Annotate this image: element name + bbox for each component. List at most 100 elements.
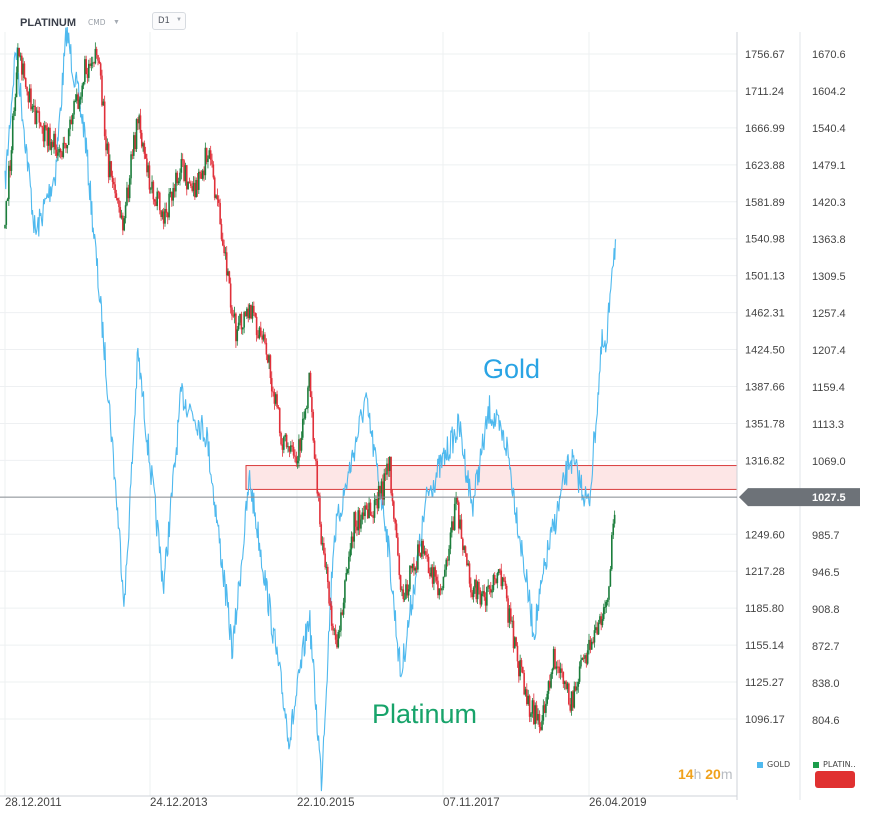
resistance-zone-layer: [245, 465, 738, 490]
platinum-candle: [217, 199, 220, 203]
platinum-candle: [236, 329, 239, 342]
legend-platinum[interactable]: PLATIN..: [813, 760, 856, 769]
platinum-candle: [105, 136, 107, 151]
platinum-candle: [419, 552, 422, 557]
platinum-candle: [573, 686, 576, 708]
platinum-candle: [273, 392, 276, 404]
platinum-candle: [67, 129, 70, 145]
platinum-candle: [237, 322, 240, 330]
platinum-candle: [547, 681, 550, 694]
platinum-candle: [32, 105, 35, 107]
platinum-candle: [321, 543, 324, 545]
platinum-candle: [285, 434, 288, 447]
platinum-candle: [563, 681, 566, 684]
platinum-candle: [265, 342, 268, 355]
countdown-minutes: 20: [705, 766, 721, 782]
platinum-candle: [390, 456, 392, 494]
platinum-candle: [55, 149, 58, 156]
chevron-down-icon[interactable]: ▼: [113, 19, 120, 26]
platinum-candle: [241, 327, 244, 330]
platinum-candle: [91, 62, 94, 64]
platinum-candle: [375, 498, 377, 501]
platinum-candle: [604, 606, 606, 608]
platinum-candle: [270, 378, 273, 392]
platinum-candle: [71, 114, 74, 125]
platinum-candle: [308, 372, 311, 388]
platinum-candle: [97, 55, 99, 61]
platinum-axis-tick-label: 1420.3: [812, 197, 846, 209]
platinum-axis-tick-label: 1113.3: [812, 419, 844, 431]
platinum-candle: [482, 591, 484, 594]
platinum-candle: [569, 704, 572, 711]
platinum-candle: [466, 553, 468, 566]
symbol-name[interactable]: PLATINUM: [20, 17, 77, 29]
platinum-candle: [451, 521, 453, 533]
platinum-candle: [181, 159, 184, 161]
platinum-candle: [283, 436, 285, 450]
platinum-axis-tick-label: 872.7: [812, 641, 840, 653]
platinum-candle: [177, 181, 180, 184]
time-axis-tick-label: 24.12.2013: [150, 797, 208, 809]
platinum-candle: [139, 115, 142, 133]
platinum-candle: [59, 149, 62, 153]
remove-instrument-button[interactable]: [815, 771, 855, 788]
platinum-candle: [316, 461, 319, 494]
platinum-candle: [538, 714, 541, 728]
platinum-candle: [592, 641, 594, 643]
platinum-candle: [581, 657, 584, 661]
platinum-candle: [299, 439, 302, 451]
platinum-axis-tick-label: 1069.0: [812, 456, 846, 468]
platinum-candle: [307, 387, 309, 409]
platinum-candle: [291, 445, 293, 447]
platinum-candle: [524, 689, 527, 695]
platinum-candle: [435, 576, 438, 581]
platinum-candle: [472, 587, 475, 598]
countdown-hours: 14: [678, 766, 694, 782]
platinum-candle: [515, 637, 517, 646]
platinum-candle: [274, 394, 277, 404]
platinum-candle: [418, 544, 420, 553]
platinum-candle: [204, 147, 207, 176]
platinum-candle: [456, 496, 459, 503]
platinum-candle: [93, 62, 95, 64]
platinum-candle: [463, 546, 465, 550]
platinum-candle: [554, 648, 556, 669]
platinum-candle: [120, 215, 123, 218]
platinum-candle: [187, 181, 189, 190]
platinum-candle: [162, 211, 165, 224]
platinum-candle: [80, 96, 82, 100]
platinum-candle: [410, 565, 413, 569]
platinum-candle: [354, 512, 357, 527]
platinum-candle: [124, 205, 127, 219]
platinum-candle: [551, 668, 554, 674]
platinum-candle: [166, 212, 169, 218]
platinum-candle: [455, 496, 457, 504]
platinum-candle: [537, 714, 539, 721]
legend-gold[interactable]: GOLD: [757, 760, 790, 769]
platinum-candle: [605, 601, 608, 607]
platinum-candle: [34, 105, 36, 125]
platinum-candle: [215, 195, 217, 198]
platinum-candle: [426, 555, 429, 557]
platinum-candle: [526, 689, 528, 705]
platinum-candle: [542, 705, 545, 721]
platinum-axis-tick-label: 1363.8: [812, 234, 846, 246]
platinum-candle: [578, 666, 581, 682]
platinum-candle: [21, 55, 23, 75]
platinum-candle: [317, 493, 320, 496]
countdown-h-unit: h: [693, 766, 702, 782]
platinum-candle: [543, 705, 546, 713]
platinum-candle: [401, 589, 403, 591]
platinum-axis-tick-label: 838.0: [812, 678, 840, 690]
platinum-candle: [403, 598, 406, 600]
platinum-candle: [35, 110, 38, 125]
platinum-candle: [268, 355, 270, 363]
platinum-candle: [368, 502, 370, 519]
platinum-candle: [173, 187, 176, 192]
platinum-candle: [172, 187, 174, 201]
platinum-candle: [518, 661, 520, 677]
platinum-candle: [140, 132, 143, 147]
platinum-candle: [65, 143, 67, 149]
timeframe-select[interactable]: D1 ▼: [152, 12, 186, 30]
